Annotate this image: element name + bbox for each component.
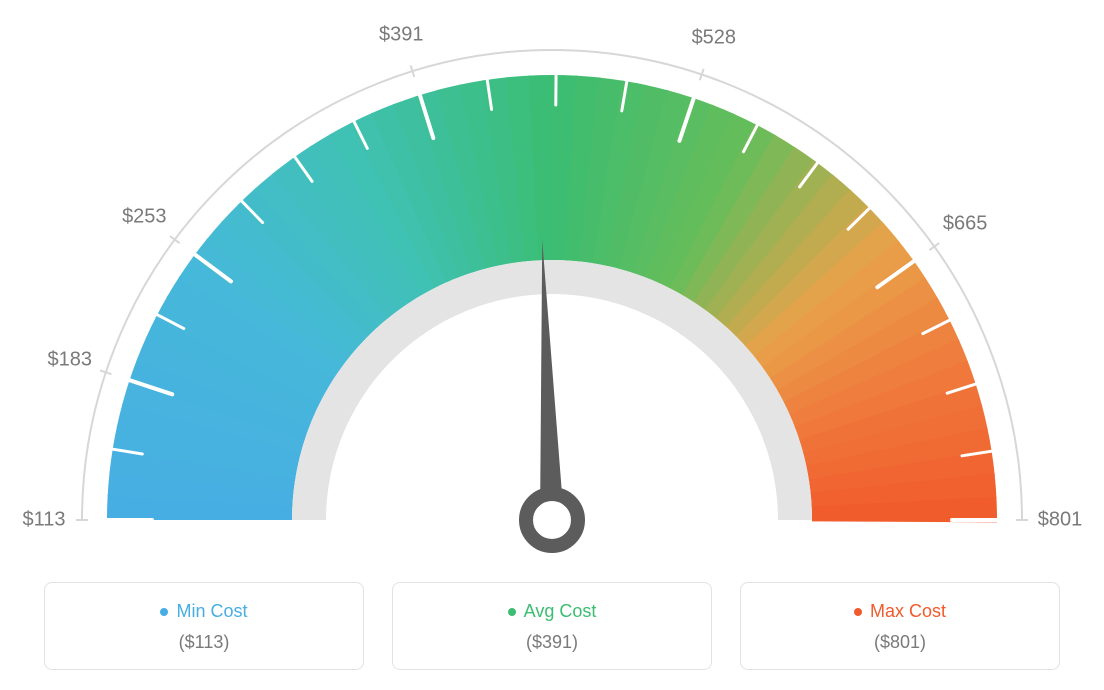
gauge-tick-label: $183 — [47, 349, 92, 372]
legend-title-max: Max Cost — [854, 601, 946, 622]
gauge-tick-label: $665 — [943, 213, 988, 236]
legend-card-avg: Avg Cost ($391) — [392, 582, 712, 670]
legend-title-min: Min Cost — [160, 601, 247, 622]
gauge-tick-label: $253 — [122, 205, 167, 228]
legend-title-max-text: Max Cost — [870, 601, 946, 622]
legend-dot-max — [854, 608, 862, 616]
legend-row: Min Cost ($113) Avg Cost ($391) Max Cost… — [0, 582, 1104, 670]
legend-value-min: ($113) — [55, 632, 353, 653]
gauge-tick-label: $801 — [1038, 509, 1083, 532]
legend-title-min-text: Min Cost — [176, 601, 247, 622]
gauge-container: $113 $183 $253 $391 $528 $665 $801 — [0, 0, 1104, 560]
legend-dot-min — [160, 608, 168, 616]
gauge-svg — [0, 0, 1104, 560]
gauge-tick-label: $528 — [692, 27, 737, 50]
legend-dot-avg — [508, 608, 516, 616]
legend-title-avg-text: Avg Cost — [524, 601, 597, 622]
gauge-tick-label: $113 — [22, 509, 65, 532]
legend-value-max: ($801) — [751, 632, 1049, 653]
gauge-tick-label: $391 — [379, 23, 424, 46]
legend-value-avg: ($391) — [403, 632, 701, 653]
legend-card-max: Max Cost ($801) — [740, 582, 1060, 670]
legend-card-min: Min Cost ($113) — [44, 582, 364, 670]
legend-title-avg: Avg Cost — [508, 601, 597, 622]
